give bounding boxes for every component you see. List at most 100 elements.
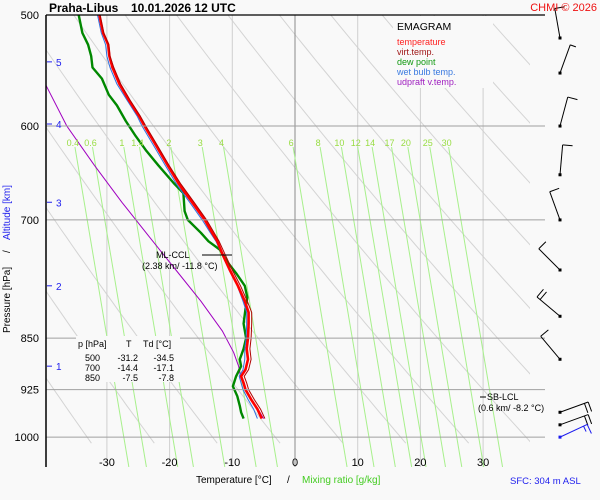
wind-barb-feather xyxy=(583,415,589,426)
mixing-ratio-line xyxy=(448,146,504,467)
dry-adiabat-line xyxy=(330,15,530,246)
mixing-ratio-label: 4 xyxy=(219,138,224,148)
wind-barb xyxy=(538,241,562,272)
wind-barb-feather xyxy=(540,329,549,337)
series-line-virt-temp xyxy=(99,15,266,419)
x-tick-label: 30 xyxy=(477,457,489,469)
mixing-ratio-label: 8 xyxy=(316,138,321,148)
mixing-ratio-label: 1 xyxy=(119,138,124,148)
y-tick-label: 925 xyxy=(21,385,39,397)
wind-barb-dot xyxy=(558,71,562,75)
y-axis-label-altitude: Altitude [km] xyxy=(2,185,13,240)
table-header-p: p [hPa] xyxy=(78,339,107,349)
mixing-ratio-label: 20 xyxy=(401,138,411,148)
x-axis-label-mixing: Mixing ratio [g/kg] xyxy=(302,475,381,486)
wind-barb-staff xyxy=(559,401,589,413)
mixing-ratio-line xyxy=(319,146,375,467)
wind-barb-feather xyxy=(586,424,592,434)
legend-item-dew-point: dew point xyxy=(397,57,436,67)
table-cell: 500 xyxy=(85,353,100,363)
sb-lcl-value: (0.6 km/ -8.2 °C) xyxy=(478,403,544,413)
wind-barb-staff xyxy=(559,44,571,74)
wind-barb-feather xyxy=(570,44,577,48)
wind-barb-dot xyxy=(558,268,562,272)
wind-barb-dot xyxy=(558,435,562,439)
mixing-ratio-label: 30 xyxy=(442,138,452,148)
wind-barb xyxy=(558,144,573,177)
dry-adiabat-line xyxy=(46,49,344,444)
wind-barb-feather xyxy=(583,403,589,413)
dry-adiabat-line xyxy=(46,206,218,444)
y-tick-label: 700 xyxy=(21,215,39,227)
y-tick-label: 600 xyxy=(21,121,39,133)
table-cell: -7.5 xyxy=(122,373,138,383)
wind-barb-feather xyxy=(587,401,593,412)
copyright-label: CHMI © 2026 xyxy=(530,2,597,14)
wind-barb-staff xyxy=(559,96,569,127)
wind-barb-dot xyxy=(558,314,562,318)
altitude-tick-label: 1 xyxy=(56,362,62,373)
x-tick-label: 0 xyxy=(292,457,298,469)
altitude-tick-label: 4 xyxy=(56,120,62,131)
table-background xyxy=(76,336,180,382)
dry-adiabat-line xyxy=(278,15,530,310)
mixing-ratio-label: 6 xyxy=(289,138,294,148)
wind-barb-staff xyxy=(536,296,561,317)
wind-barb xyxy=(558,401,593,414)
wind-barb-feather xyxy=(538,241,547,250)
mixing-ratio-label: 12 xyxy=(351,138,361,148)
wind-barb-staff xyxy=(559,423,588,438)
wind-barb-dot xyxy=(558,410,562,414)
mixing-ratio-line xyxy=(292,146,348,467)
wind-barb-staff xyxy=(559,144,564,175)
y-axis-label-pressure: Pressure [hPa] xyxy=(2,267,13,333)
x-tick-label: -20 xyxy=(162,457,178,469)
wind-barb xyxy=(558,44,577,75)
wind-barb xyxy=(554,6,565,40)
ml-ccl-label: ML-CCL xyxy=(156,250,190,260)
x-tick-label: -10 xyxy=(224,457,240,469)
y-tick-label: 1000 xyxy=(15,432,39,444)
table-cell: -34.5 xyxy=(153,353,174,363)
table-cell: 700 xyxy=(85,363,100,373)
wind-barb xyxy=(558,414,593,427)
wind-barb-feather xyxy=(583,425,587,432)
sfc-label: SFC: 304 m ASL xyxy=(510,476,581,487)
summary-table: p [hPa] T Td [°C] 500 -31.2 -34.5 700 -1… xyxy=(76,336,180,383)
wind-barb-dot xyxy=(558,423,562,427)
wind-barb-dot xyxy=(558,357,562,361)
mixing-ratio-line xyxy=(223,146,278,467)
table-cell: -14.4 xyxy=(117,363,138,373)
x-tick-label: 10 xyxy=(352,457,364,469)
legend: EMAGRAM temperature virt.temp. dew point… xyxy=(393,16,493,88)
mixing-ratio-line xyxy=(74,146,130,467)
mixing-ratio-line xyxy=(371,146,427,467)
wind-barb-staff xyxy=(559,414,589,426)
dry-adiabat-line xyxy=(175,15,530,443)
dry-adiabat-line xyxy=(46,377,92,444)
x-tick-label: 20 xyxy=(414,457,426,469)
mixing-ratio-line xyxy=(201,146,257,467)
sb-lcl-label: SB-LCL xyxy=(487,392,519,402)
legend-title: EMAGRAM xyxy=(397,21,451,33)
wind-barb xyxy=(536,289,562,318)
altitude-tick-label: 5 xyxy=(56,58,62,69)
mixing-ratio-line xyxy=(123,146,179,467)
mixing-ratio-line xyxy=(170,146,226,467)
wind-barb-feather xyxy=(549,187,560,193)
table-cell: 850 xyxy=(85,373,100,383)
mixing-ratio-label: 1.4 xyxy=(131,138,144,148)
mixing-ratio-label: 3 xyxy=(198,138,203,148)
mixing-ratio-line xyxy=(91,146,147,467)
wind-barb-feather xyxy=(554,6,565,9)
legend-item-updraft: udpraft v.temp. xyxy=(397,77,456,87)
table-cell: -17.1 xyxy=(153,363,174,373)
mixing-ratio-line xyxy=(429,146,485,467)
wind-barb xyxy=(549,187,562,222)
legend-background xyxy=(393,16,493,88)
legend-item-temperature: temperature xyxy=(397,37,446,47)
mixing-ratio-label: 14 xyxy=(365,138,375,148)
wind-barb-feather xyxy=(567,96,578,101)
mixing-ratio-line xyxy=(391,146,446,467)
